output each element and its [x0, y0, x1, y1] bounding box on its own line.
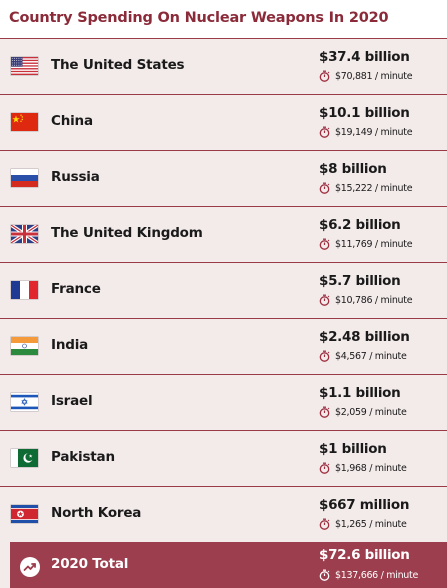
country-name: The United States	[51, 57, 185, 73]
stopwatch-icon	[319, 350, 330, 362]
per-minute-value: $15,222	[335, 182, 373, 194]
spending-amount: $5.7 billion	[319, 273, 401, 289]
table-row: North Korea $667 million $1,265 / minute	[0, 486, 447, 542]
stopwatch-icon	[319, 406, 330, 418]
per-minute-suffix: / minute	[369, 350, 407, 362]
total-per-minute-value: $137,666	[335, 569, 378, 581]
country-name: France	[51, 281, 101, 297]
country-name: Pakistan	[51, 449, 115, 465]
per-minute-suffix: / minute	[374, 182, 413, 194]
spending-amount: $1 billion	[319, 441, 387, 457]
table-row: India $2.48 billion $4,567 / minute	[0, 318, 447, 374]
per-minute-suffix: / minute	[380, 569, 419, 581]
per-minute-value: $1,968	[335, 462, 367, 474]
per-minute-value: $11,769	[335, 238, 373, 250]
total-per-minute: $137,666 / minute	[319, 569, 418, 581]
table-row: China $10.1 billion $19,149 / minute	[0, 94, 447, 150]
per-minute: $1,265 / minute	[319, 518, 407, 530]
china-flag-icon	[11, 113, 38, 131]
country-name: Israel	[51, 393, 93, 409]
spending-amount: $37.4 billion	[319, 49, 410, 65]
per-minute: $4,567 / minute	[319, 350, 407, 362]
country-name: North Korea	[51, 505, 142, 521]
total-row: 2020 Total $72.6 billion $137,666 / minu…	[10, 542, 447, 588]
per-minute-suffix: / minute	[374, 238, 413, 250]
table-row: Israel $1.1 billion $2,059 / minute	[0, 374, 447, 430]
stopwatch-icon	[319, 462, 330, 474]
country-name: Russia	[51, 169, 100, 185]
table-row: The United States $37.4 billion $70,881 / …	[0, 38, 447, 94]
spending-amount: $1.1 billion	[319, 385, 401, 401]
total-label: 2020 Total	[51, 556, 129, 572]
per-minute: $15,222 / minute	[319, 182, 413, 194]
north-korea-flag-icon	[11, 505, 38, 523]
spending-amount: $6.2 billion	[319, 217, 401, 233]
per-minute: $2,059 / minute	[319, 406, 407, 418]
france-flag-icon	[11, 281, 38, 299]
spending-amount: $2.48 billion	[319, 329, 410, 345]
stopwatch-icon	[319, 70, 330, 82]
table-row: Pakistan $1 billion $1,968 / minute	[0, 430, 447, 486]
trend-up-icon	[20, 557, 40, 577]
per-minute: $1,968 / minute	[319, 462, 407, 474]
per-minute: $19,149 / minute	[319, 126, 413, 138]
spending-table: The United States $37.4 billion $70,881 / …	[0, 38, 447, 542]
per-minute-suffix: / minute	[374, 126, 413, 138]
per-minute-value: $1,265	[335, 518, 367, 530]
pakistan-flag-icon	[11, 449, 38, 467]
spending-amount: $667 million	[319, 497, 410, 513]
stopwatch-icon	[319, 518, 330, 530]
per-minute-suffix: / minute	[369, 518, 407, 530]
stopwatch-icon	[319, 182, 330, 194]
per-minute: $10,786 / minute	[319, 294, 413, 306]
per-minute-value: $2,059	[335, 406, 367, 418]
uk-flag-icon	[11, 225, 38, 243]
per-minute-value: $19,149	[335, 126, 373, 138]
per-minute: $70,881 / minute	[319, 70, 413, 82]
country-name: The United Kingdom	[51, 225, 203, 241]
country-name: India	[51, 337, 89, 353]
stopwatch-icon	[319, 569, 330, 581]
per-minute-suffix: / minute	[374, 294, 413, 306]
stopwatch-icon	[319, 294, 330, 306]
per-minute-value: $4,567	[335, 350, 367, 362]
total-amount: $72.6 billion	[319, 547, 410, 563]
country-name: China	[51, 113, 93, 129]
spending-amount: $8 billion	[319, 161, 387, 177]
per-minute-value: $70,881	[335, 70, 373, 82]
india-flag-icon	[11, 337, 38, 355]
spending-amount: $10.1 billion	[319, 105, 410, 121]
russia-flag-icon	[11, 169, 38, 187]
per-minute-suffix: / minute	[369, 462, 407, 474]
table-row: Russia $8 billion $15,222 / minute	[0, 150, 447, 206]
per-minute-suffix: / minute	[374, 70, 413, 82]
per-minute-value: $10,786	[335, 294, 373, 306]
table-row: France $5.7 billion $10,786 / minute	[0, 262, 447, 318]
us-flag-icon	[11, 57, 38, 75]
table-row: The United Kingdom $6.2 billion $11,769 / …	[0, 206, 447, 262]
chart-title: Country Spending On Nuclear Weapons In 2…	[0, 0, 447, 38]
per-minute: $11,769 / minute	[319, 238, 413, 250]
israel-flag-icon	[11, 393, 38, 411]
stopwatch-icon	[319, 126, 330, 138]
per-minute-suffix: / minute	[369, 406, 407, 418]
stopwatch-icon	[319, 238, 330, 250]
